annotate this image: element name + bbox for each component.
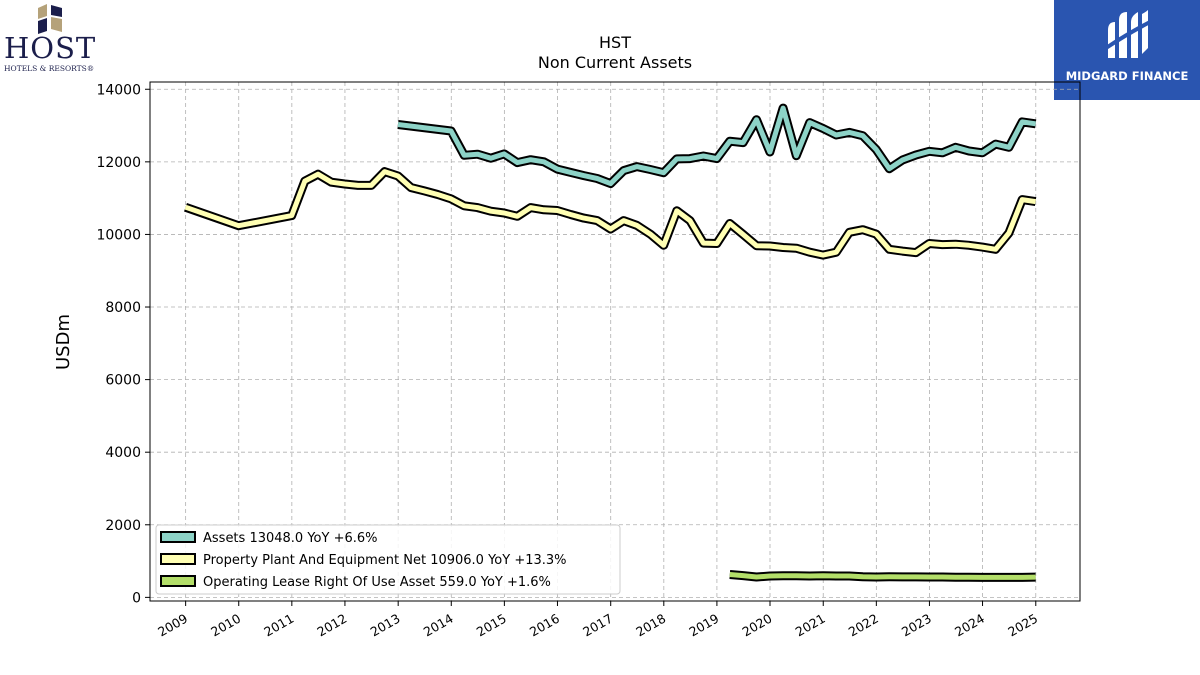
chart-title-block: HST Non Current Assets <box>415 33 815 73</box>
y-tick-label: 0 <box>132 590 141 606</box>
y-tick-label: 4000 <box>105 445 141 461</box>
chart-subtitle: Non Current Assets <box>537 53 693 72</box>
y-tick-label: 10000 <box>96 227 141 243</box>
series-line-1 <box>184 169 1036 258</box>
legend-box <box>155 524 621 595</box>
legend-entry: Property Plant And Equipment Net 10906.0… <box>203 553 567 568</box>
x-tick-label: 2016 <box>527 611 562 640</box>
series-line-0 <box>397 105 1036 187</box>
x-tick-label: 2017 <box>580 611 615 640</box>
legend-swatch <box>160 575 196 587</box>
x-tick-label: 2009 <box>155 611 190 640</box>
y-axis-label: USDm <box>53 314 74 370</box>
x-tick-label: 2013 <box>368 611 403 640</box>
series-lines <box>184 103 1037 582</box>
x-tick-label: 2025 <box>1005 611 1040 640</box>
x-tick-label: 2022 <box>846 611 881 640</box>
midgard-logo-name: MIDGARD FINANCE <box>1065 69 1189 83</box>
legend-entry: Operating Lease Right Of Use Asset 559.0… <box>203 575 551 590</box>
host-logo-mark-icon <box>38 4 62 34</box>
x-tick-label: 2018 <box>633 611 668 640</box>
grid-lines <box>150 82 1080 601</box>
legend-swatch <box>160 553 196 565</box>
y-tick-label: 14000 <box>96 82 141 98</box>
midgard-logo-mark-icon <box>1104 10 1151 58</box>
x-tick-label: 2015 <box>474 611 509 640</box>
plot-frame <box>149 81 1081 602</box>
chart-title: HST <box>599 33 631 52</box>
x-tick-label: 2011 <box>261 611 296 640</box>
x-tick-label: 2024 <box>952 611 987 640</box>
host-logo-name: HOST <box>4 31 97 65</box>
x-tick-label: 2012 <box>314 611 349 640</box>
series-line-2 <box>729 572 1036 580</box>
host-logo-subtitle: HOTELS & RESORTS® <box>4 64 95 73</box>
midgard-finance-logo: MIDGARD FINANCE <box>1054 0 1200 100</box>
x-tick-label: 2020 <box>739 611 774 640</box>
legend-entry: Assets 13048.0 YoY +6.6% <box>203 531 378 546</box>
y-tick-label: 12000 <box>96 155 141 171</box>
legend: Assets 13048.0 YoY +6.6% Property Plant A… <box>155 524 621 595</box>
host-hotels-logo: HOST HOTELS & RESORTS® <box>0 0 105 78</box>
y-tick-label: 2000 <box>105 518 141 534</box>
y-tick-label: 8000 <box>105 300 141 316</box>
x-tick-label: 2014 <box>421 611 456 640</box>
x-tick-label: 2021 <box>793 611 828 640</box>
y-tick-label: 6000 <box>105 373 141 389</box>
x-tick-label: 2010 <box>208 611 243 640</box>
x-tick-label: 2019 <box>686 611 721 640</box>
x-tick-label: 2023 <box>899 611 934 640</box>
legend-swatch <box>160 531 196 543</box>
